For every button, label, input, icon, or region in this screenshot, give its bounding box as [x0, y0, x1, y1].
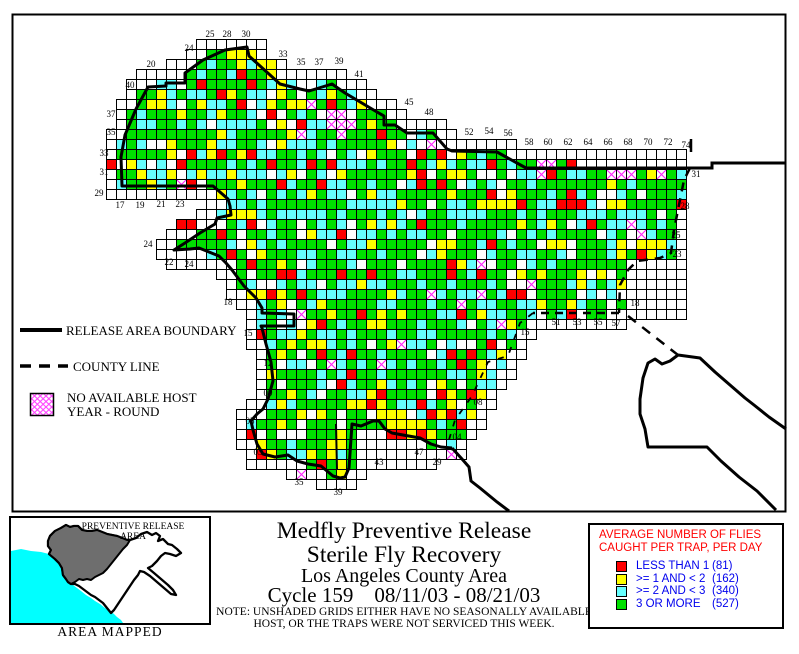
svg-text:YEAR - ROUND: YEAR - ROUND [67, 404, 159, 419]
svg-text:33: 33 [279, 49, 289, 59]
svg-text:12: 12 [264, 358, 273, 368]
svg-text:NO AVAILABLE HOST: NO AVAILABLE HOST [67, 390, 197, 405]
svg-text:24: 24 [185, 43, 195, 53]
svg-text:35: 35 [297, 57, 307, 67]
svg-text:24: 24 [185, 259, 195, 269]
svg-text:39: 39 [334, 487, 344, 497]
svg-text:72: 72 [664, 137, 673, 147]
svg-text:05: 05 [246, 416, 256, 426]
svg-text:31: 31 [100, 167, 109, 177]
svg-text:18: 18 [631, 298, 641, 308]
svg-text:55: 55 [594, 317, 604, 327]
svg-text:29: 29 [433, 457, 443, 467]
svg-text:66: 66 [604, 137, 614, 147]
svg-text:17: 17 [116, 200, 126, 210]
svg-text:03: 03 [254, 447, 264, 457]
svg-text:37: 37 [107, 109, 117, 119]
svg-text:35: 35 [107, 127, 117, 137]
svg-text:43: 43 [375, 457, 385, 467]
svg-text:37: 37 [315, 57, 325, 67]
svg-text:35: 35 [295, 477, 305, 487]
svg-text:24: 24 [144, 239, 154, 249]
svg-text:30: 30 [242, 29, 252, 39]
svg-text:AREA: AREA [120, 532, 146, 542]
svg-text:PREVENTIVE RELEASE: PREVENTIVE RELEASE [82, 522, 185, 532]
svg-text:54: 54 [485, 126, 495, 136]
svg-text:57: 57 [612, 318, 622, 328]
svg-text:41: 41 [355, 69, 364, 79]
svg-text:COUNTY LINE: COUNTY LINE [73, 359, 160, 374]
svg-text:09: 09 [264, 388, 274, 398]
svg-text:39: 39 [335, 56, 345, 66]
svg-text:33: 33 [100, 148, 110, 158]
svg-text:70: 70 [644, 137, 654, 147]
svg-text:45: 45 [405, 97, 415, 107]
svg-text:40: 40 [126, 80, 136, 90]
svg-text:19: 19 [136, 200, 146, 210]
svg-text:23: 23 [673, 249, 683, 259]
svg-text:23: 23 [176, 199, 186, 209]
svg-text:15: 15 [244, 328, 254, 338]
svg-text:68: 68 [624, 137, 634, 147]
svg-text:64: 64 [584, 137, 594, 147]
svg-text:29: 29 [95, 188, 105, 198]
svg-text:25: 25 [206, 29, 216, 39]
svg-text:48: 48 [425, 107, 435, 117]
svg-text:18: 18 [224, 297, 234, 307]
svg-text:74: 74 [682, 140, 692, 150]
svg-text:25: 25 [672, 230, 682, 240]
svg-text:22: 22 [165, 257, 174, 267]
svg-text:53: 53 [573, 317, 583, 327]
svg-text:RELEASE AREA BOUNDARY: RELEASE AREA BOUNDARY [66, 323, 237, 338]
svg-text:62: 62 [564, 137, 573, 147]
svg-text:20: 20 [147, 59, 157, 69]
svg-text:28: 28 [681, 201, 691, 211]
svg-text:52: 52 [465, 127, 474, 137]
svg-text:21: 21 [157, 199, 166, 209]
svg-text:56: 56 [504, 128, 514, 138]
svg-text:28: 28 [223, 29, 233, 39]
svg-text:58: 58 [525, 137, 535, 147]
svg-text:15: 15 [521, 327, 531, 337]
svg-text:51: 51 [552, 317, 561, 327]
svg-text:60: 60 [544, 137, 554, 147]
svg-text:04: 04 [453, 432, 463, 442]
svg-text:31: 31 [692, 169, 701, 179]
svg-text:08: 08 [474, 397, 484, 407]
svg-text:47: 47 [415, 447, 425, 457]
